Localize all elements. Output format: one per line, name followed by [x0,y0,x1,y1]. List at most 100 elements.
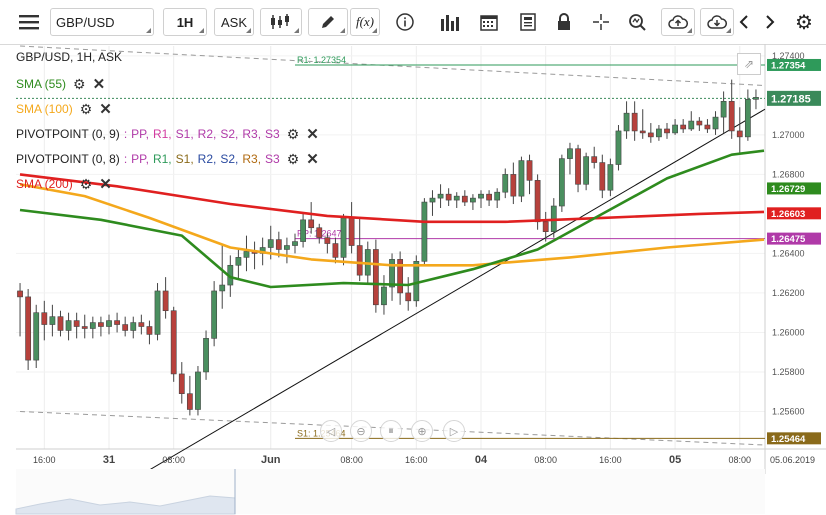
candle-body [372,249,379,306]
candle [656,125,662,141]
price-type-label: ASK [220,14,247,30]
price-badge-label: 1.27185 [771,93,811,105]
candle [647,123,654,143]
crosshair-icon[interactable] [587,8,615,36]
candle [98,316,104,337]
price-badge-label: 1.27354 [771,60,806,71]
indicators-icon[interactable] [434,8,464,36]
candle-body [235,257,242,266]
candle-body [623,112,630,132]
legend-pivot2-label: PIVOTPOINT (0, 8) [16,152,120,166]
sma55-settings-icon[interactable]: ⚙ [73,75,86,92]
candle [316,223,323,244]
candle-body [340,217,347,258]
candle [526,154,533,195]
news-icon[interactable] [513,8,543,36]
x-tick-label: 05 [669,454,681,466]
candle-body [300,219,306,242]
upload-button[interactable] [661,8,695,36]
draw-tool-button[interactable] [308,8,348,36]
y-tick-label: 1.27400 [772,51,805,61]
symbol-selector[interactable]: GBP/USD [50,8,154,36]
x-tick-label: 16:00 [599,455,622,465]
zoom-out-button[interactable]: ⊖ [350,420,372,442]
price-badge-bg [767,432,821,445]
candle-body [672,124,678,134]
candle-body [720,101,727,118]
menu-icon[interactable] [12,8,46,36]
candle-body [478,193,484,199]
legend-pivot-1: PIVOTPOINT (0, 9) : PP, R1, S1, R2, S2, … [16,125,319,144]
candle [405,277,412,311]
candle [300,213,306,248]
chevron-left-icon[interactable] [734,8,754,36]
candle [292,233,298,254]
zoom-in-button[interactable]: ⊕ [411,420,433,442]
chart-type-button[interactable] [260,8,302,36]
price-badge-bg [767,90,821,106]
expand-icon[interactable]: ⇗ [737,53,761,75]
settings-gear-icon[interactable]: ⚙ [792,8,816,36]
candle-body [518,160,525,197]
candle [284,237,290,264]
candle [251,241,258,270]
candle [25,288,32,370]
sma200-settings-icon[interactable]: ⚙ [79,175,93,192]
candle-body [186,393,193,410]
price-type-selector[interactable]: ASK [214,8,254,36]
price-badge-label: 1.25464 [771,434,806,445]
zoom-icon[interactable] [623,8,651,36]
info-icon[interactable] [392,8,418,36]
timeframe-label: 1H [176,14,194,30]
chevron-right-icon[interactable] [760,8,780,36]
pivot2-close-icon[interactable]: ✕ [306,151,319,168]
lock-icon[interactable] [551,8,577,36]
x-tick-label: 04 [475,454,488,466]
candle-body [49,316,56,325]
candle-body [696,120,703,126]
pivot2-settings-icon[interactable]: ⚙ [286,150,300,167]
candle-body [114,320,120,325]
candle [437,184,444,208]
candle-body [712,116,719,130]
y-tick-label: 1.27000 [772,130,805,140]
candle [672,119,678,135]
function-button[interactable]: f(x) [350,8,380,36]
chart-grid [16,44,826,474]
calendar-icon[interactable] [474,8,504,36]
navigator [15,469,765,515]
candle-body [502,174,509,193]
pivot1-settings-icon[interactable]: ⚙ [286,125,300,142]
candle [243,235,250,272]
price-badge-bg [767,232,821,245]
sma100-close-icon[interactable]: ✕ [99,101,112,118]
candle-body [162,290,169,312]
pivot1-close-icon[interactable]: ✕ [306,126,319,143]
sma100-settings-icon[interactable]: ⚙ [79,100,93,117]
price-badge-bg [767,58,821,71]
candle [753,89,759,110]
candle-body [292,241,298,246]
y-tick-label: 1.26400 [772,248,805,258]
sma55-close-icon[interactable]: ✕ [92,76,106,93]
legend-sma55-label: SMA (55) [16,77,67,91]
y-tick-label: 1.25800 [772,367,805,377]
scroll-left-button[interactable]: ◁ [320,420,342,442]
candle [696,117,703,131]
scroll-right-button[interactable]: ▷ [443,420,465,442]
download-button[interactable] [700,8,734,36]
candle [453,192,460,208]
candle-body [575,148,581,185]
candle [89,316,96,339]
candle-body [494,191,501,201]
candle-body [397,259,404,294]
timeframe-selector[interactable]: 1H [163,8,207,36]
candle-body [195,371,201,410]
price-badge: 1.26603 [767,207,821,220]
sma200-close-icon[interactable]: ✕ [99,176,112,193]
legend-header-text: GBP/USD, 1H, ASK [16,50,123,64]
price-badge-label: 1.26603 [771,209,805,220]
reset-view-button[interactable]: ⏸ [380,420,402,442]
x-tick-label: 08:00 [534,455,557,465]
